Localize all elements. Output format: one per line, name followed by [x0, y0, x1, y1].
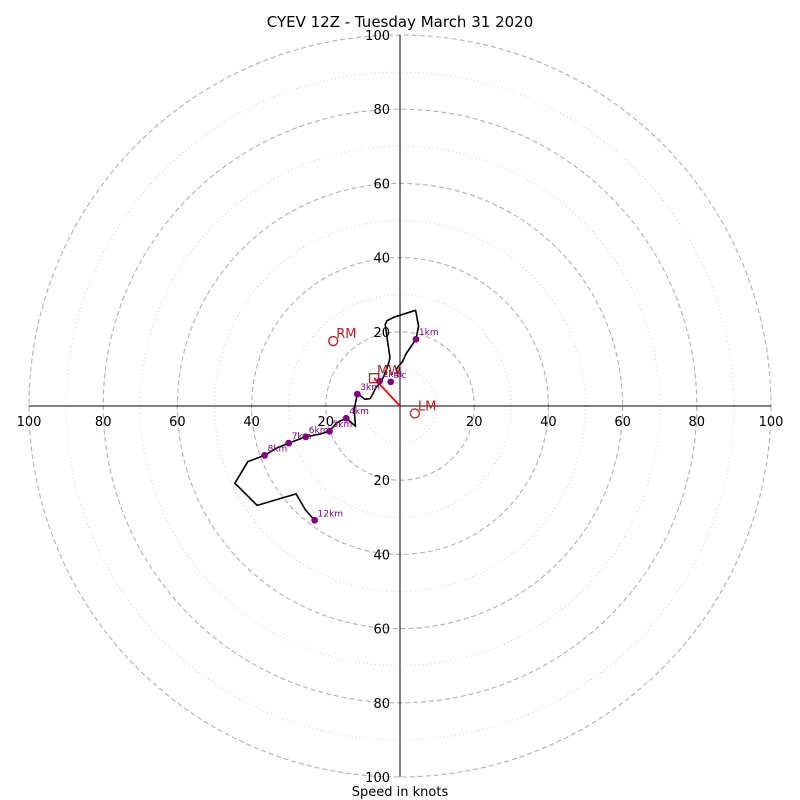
height-label-7km: 7km — [292, 432, 312, 442]
height-label-sfc: sfc — [394, 371, 407, 381]
y-tick-label: 100 — [365, 771, 390, 786]
motion-marker-LM — [409, 408, 420, 419]
x-tick-label: 100 — [759, 415, 784, 430]
x-tick-label: 60 — [169, 415, 186, 430]
height-label-4km: 4km — [349, 407, 369, 417]
height-marker-3km — [353, 390, 361, 398]
height-marker-4km — [342, 414, 350, 422]
height-label-6km: 6km — [309, 426, 329, 436]
y-tick-label: 40 — [373, 548, 390, 563]
height-marker-6km — [302, 433, 310, 441]
height-marker-7km — [285, 439, 293, 447]
y-tick-label: 80 — [373, 697, 390, 712]
y-tick-label: 80 — [373, 103, 390, 118]
x-tick-label: 40 — [540, 415, 557, 430]
motion-label-MW: MW — [377, 364, 401, 379]
x-axis-label: Speed in knots — [352, 785, 449, 800]
y-tick-label: 20 — [373, 474, 390, 489]
wind-profile-line — [234, 309, 420, 521]
tick-labels: 2020202040404040606060608080808010010010… — [17, 29, 784, 786]
x-tick-label: 60 — [614, 415, 631, 430]
x-tick-label: 100 — [17, 415, 42, 430]
height-marker-12km — [311, 516, 319, 524]
x-tick-label: 80 — [95, 415, 112, 430]
wind-profile-trace — [234, 309, 420, 521]
y-tick-label: 60 — [373, 623, 390, 638]
motion-marker-RM — [328, 335, 339, 347]
height-marker-8km — [261, 451, 268, 459]
height-label-5km: 5km — [333, 420, 353, 430]
motion-label-LM: LM — [418, 399, 436, 414]
height-label-12km: 12km — [318, 509, 343, 519]
x-tick-label: 20 — [318, 415, 335, 430]
x-tick-label: 80 — [689, 415, 706, 430]
height-marker-5km — [326, 427, 333, 435]
x-tick-label: 20 — [466, 415, 483, 430]
height-label-1km: 1km — [419, 328, 439, 338]
y-tick-label: 60 — [373, 177, 390, 192]
height-label-2km: 2km — [383, 370, 403, 380]
y-tick-label: 40 — [373, 252, 390, 267]
motion-label-RM: RM — [336, 327, 356, 342]
x-tick-label: 40 — [243, 415, 260, 430]
motion-marker-MW — [368, 373, 380, 384]
height-marker-1km — [412, 335, 420, 343]
chart-title: CYEV 12Z - Tuesday March 31 2020 — [267, 13, 534, 31]
height-label-8km: 8km — [268, 444, 288, 454]
y-tick-label: 100 — [365, 29, 390, 44]
height-label-3km: 3km — [360, 383, 380, 393]
motion-markers: RM LM MW — [328, 327, 436, 419]
height-marker-sfc — [387, 378, 395, 386]
